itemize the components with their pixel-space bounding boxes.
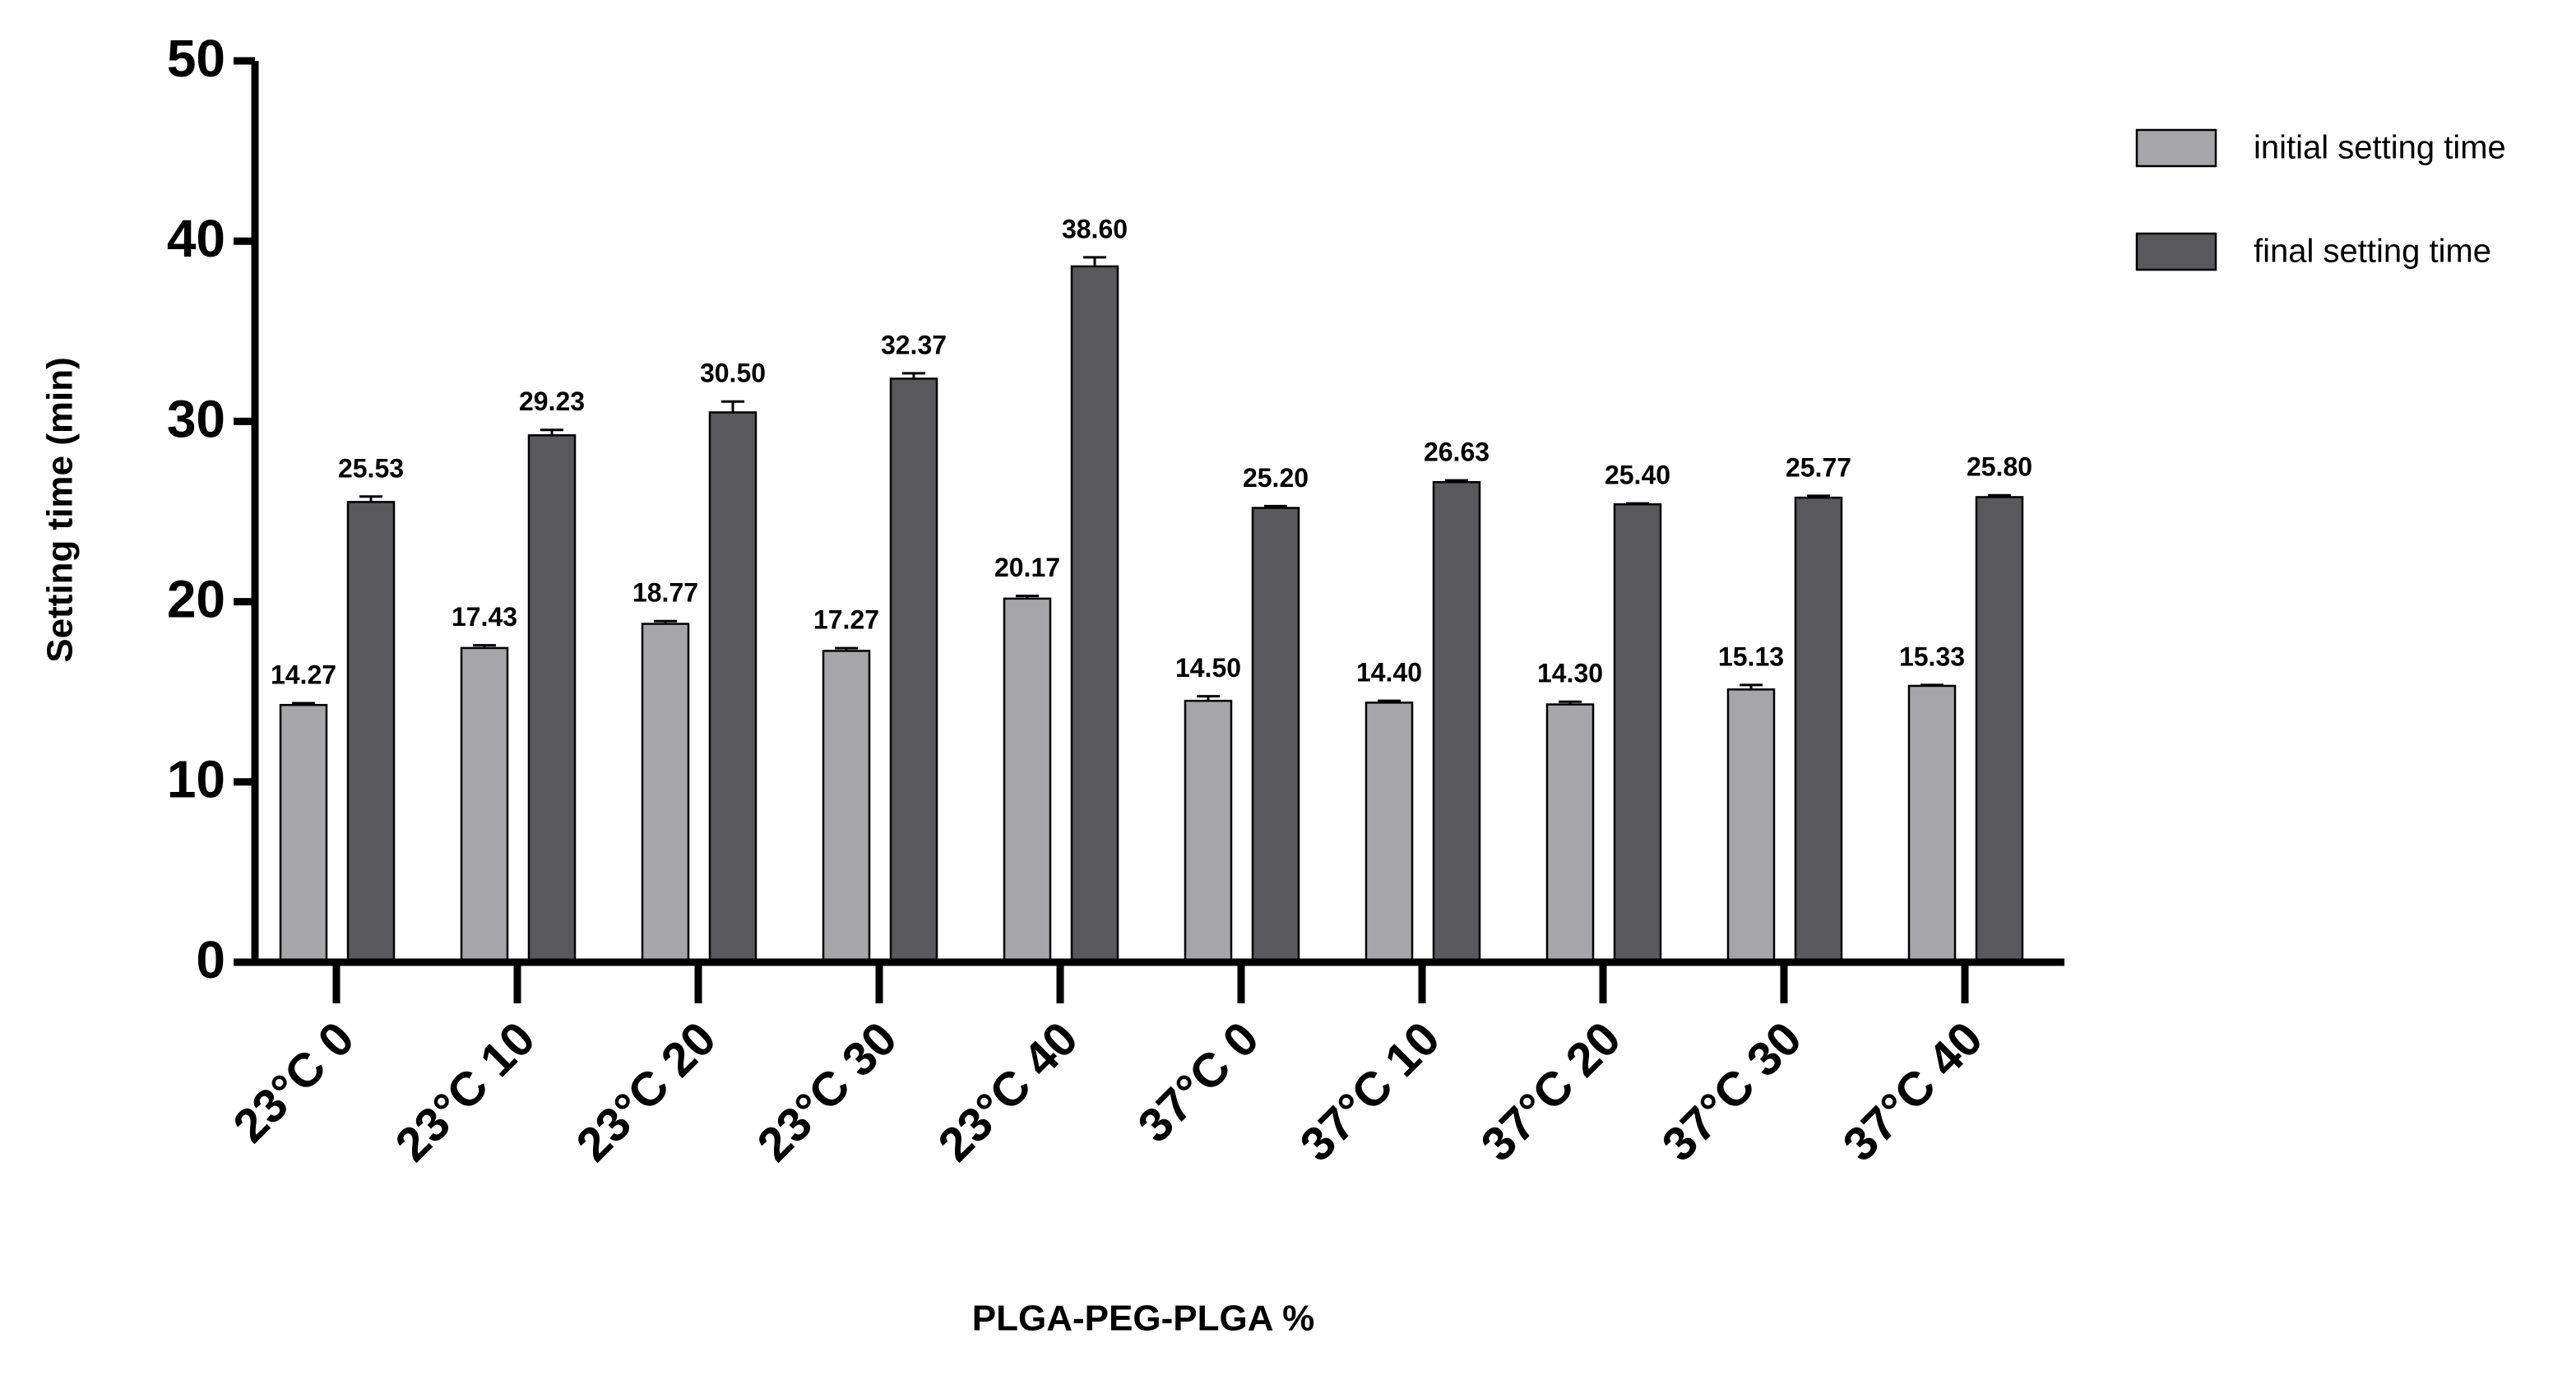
x-tick-label: 23°C 10 xyxy=(385,1012,545,1172)
value-label: 30.50 xyxy=(700,359,766,388)
error-bar xyxy=(1378,699,1401,703)
value-label: 14.40 xyxy=(1356,658,1422,688)
bar xyxy=(1794,496,1843,964)
x-axis-label: PLGA-PEG-PLGA % xyxy=(972,1299,1314,1339)
x-tick-label: 23°C 0 xyxy=(223,1012,364,1153)
value-label: 25.53 xyxy=(338,453,404,483)
bar xyxy=(1432,481,1481,964)
x-tick-label: 23°C 20 xyxy=(566,1012,726,1172)
value-label: 25.40 xyxy=(1605,461,1670,490)
value-label: 15.13 xyxy=(1718,641,1784,671)
error-bar xyxy=(835,646,858,651)
error-bar xyxy=(1740,683,1763,690)
error-bar xyxy=(654,619,677,624)
bar xyxy=(279,703,328,964)
error-bar xyxy=(902,372,925,379)
value-label: 25.80 xyxy=(1967,452,2032,482)
value-label: 14.27 xyxy=(271,660,336,689)
bar xyxy=(1364,702,1414,964)
error-bar xyxy=(1920,683,1944,687)
error-bar xyxy=(1445,479,1468,483)
y-axis-label: Setting time (min) xyxy=(40,357,81,663)
value-label: 14.50 xyxy=(1175,653,1241,683)
y-tick-label: 0 xyxy=(196,930,225,989)
bar xyxy=(460,646,509,964)
error-bar xyxy=(292,702,315,706)
value-label: 20.17 xyxy=(994,553,1060,582)
value-label: 32.37 xyxy=(881,330,947,359)
value-label: 18.77 xyxy=(632,578,698,608)
bar xyxy=(346,501,396,964)
x-tick-label: 37°C 20 xyxy=(1471,1012,1631,1172)
value-label: 17.43 xyxy=(452,602,517,632)
y-tick-label: 20 xyxy=(167,570,225,629)
error-bar xyxy=(1559,700,1582,705)
error-bar xyxy=(721,400,744,413)
error-bar xyxy=(1626,502,1649,505)
bar xyxy=(1907,684,1957,964)
bar xyxy=(1975,496,2024,964)
bar xyxy=(1545,703,1595,964)
x-tick-label: 23°C 40 xyxy=(928,1012,1088,1172)
bar xyxy=(1613,502,1662,964)
x-tick-label: 37°C 0 xyxy=(1128,1012,1269,1153)
y-tick-label: 50 xyxy=(167,29,225,88)
bar xyxy=(1726,688,1776,964)
legend-swatch xyxy=(2135,232,2217,271)
legend-label: final setting time xyxy=(2254,234,2491,270)
error-bar xyxy=(1197,695,1220,702)
error-bar xyxy=(540,428,563,436)
bar xyxy=(708,411,758,964)
value-label: 15.33 xyxy=(1899,641,1965,671)
bar xyxy=(889,377,938,964)
bar xyxy=(527,434,577,964)
bar xyxy=(1070,265,1119,964)
value-label: 38.60 xyxy=(1062,214,1128,243)
error-bar xyxy=(1988,493,2011,498)
bar xyxy=(1251,507,1300,964)
error-bar xyxy=(1016,595,1039,599)
y-tick-label: 30 xyxy=(167,389,225,448)
value-label: 26.63 xyxy=(1424,438,1490,467)
error-bar xyxy=(359,495,382,502)
error-bar xyxy=(473,644,496,648)
y-tick-label: 40 xyxy=(167,209,225,268)
legend-swatch xyxy=(2135,128,2217,168)
x-tick-label: 37°C 30 xyxy=(1652,1012,1812,1172)
error-bar xyxy=(1083,256,1106,266)
error-bar xyxy=(1807,494,1830,498)
value-label: 14.30 xyxy=(1537,659,1603,688)
legend-label: initial setting time xyxy=(2254,130,2506,166)
value-label: 17.27 xyxy=(813,605,879,635)
bar xyxy=(641,623,690,964)
x-tick-label: 37°C 10 xyxy=(1290,1012,1450,1172)
bar xyxy=(1003,597,1052,964)
value-label: 29.23 xyxy=(519,387,585,416)
value-label: 25.20 xyxy=(1243,463,1309,493)
value-label: 25.77 xyxy=(1786,452,1851,482)
error-bar xyxy=(1264,504,1287,508)
bar xyxy=(1184,699,1233,964)
x-tick-label: 37°C 40 xyxy=(1832,1012,1993,1172)
y-tick-label: 10 xyxy=(167,750,225,809)
bar xyxy=(822,650,871,964)
x-tick-label: 23°C 30 xyxy=(747,1012,907,1172)
